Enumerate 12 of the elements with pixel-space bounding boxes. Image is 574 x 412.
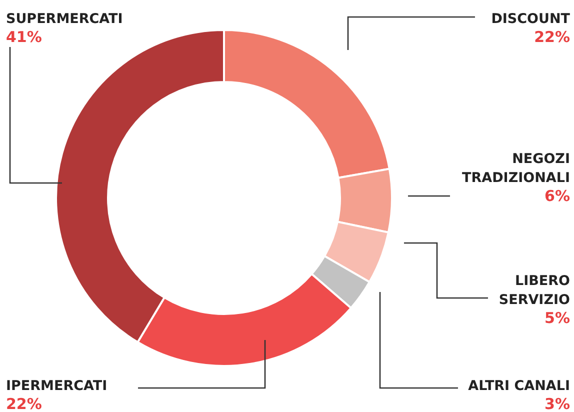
slice-label: NEGOZI TRADIZIONALI xyxy=(462,151,570,186)
data-label: 22% xyxy=(534,28,570,46)
slice-label: SUPERMERCATI xyxy=(6,11,123,27)
slice-label: IPERMERCATI xyxy=(6,378,108,394)
data-label: 3% xyxy=(544,395,570,412)
data-label: 6% xyxy=(544,187,570,205)
data-label: 41% xyxy=(6,28,42,46)
slice-label: LIBERO SERVIZIO xyxy=(498,273,570,308)
data-label: 22% xyxy=(6,395,42,412)
slice-label: ALTRI CANALI xyxy=(468,378,570,394)
slice-label: DISCOUNT xyxy=(491,11,571,27)
data-label: 5% xyxy=(544,309,570,327)
